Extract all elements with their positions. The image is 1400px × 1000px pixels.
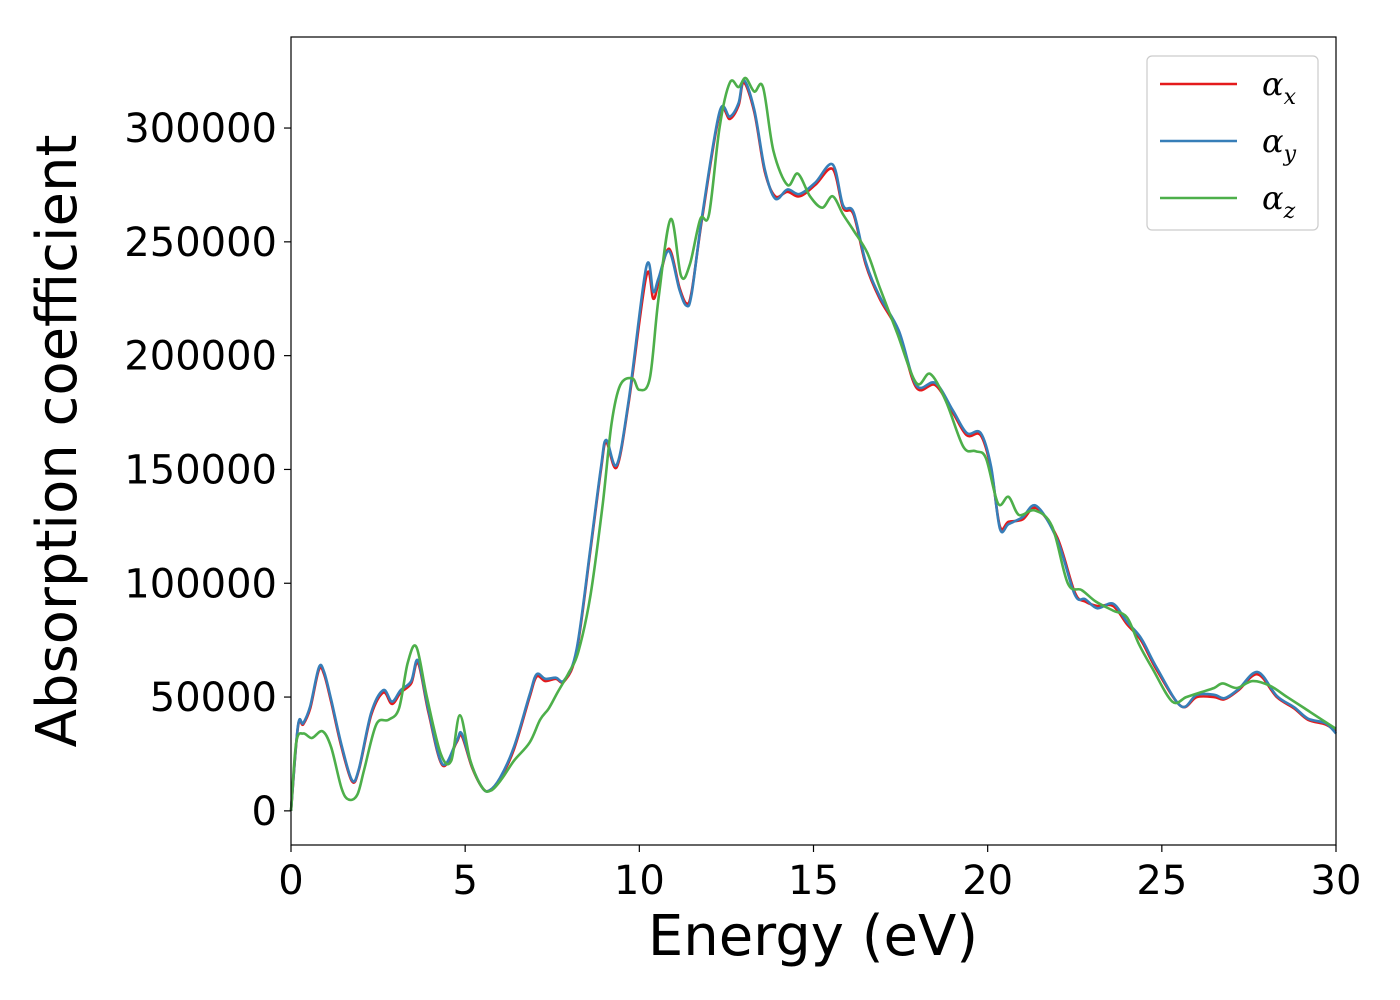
- legend-label-alpha-y: αy: [1262, 122, 1297, 167]
- x-tick-label: 15: [788, 858, 839, 904]
- y-axis-title: Absorption coefficient: [25, 135, 90, 748]
- series-layer: [289, 76, 1337, 812]
- x-tick-label: 20: [962, 858, 1013, 904]
- y-tick-label: 100000: [124, 561, 277, 607]
- series-line-alpha-y: [289, 78, 1337, 812]
- y-axis-ticks: 0 50000 100000 150000 200000 250000 300000: [124, 106, 291, 835]
- x-tick-label: 10: [614, 858, 665, 904]
- x-tick-label: 25: [1136, 858, 1187, 904]
- series-line-alpha-z: [289, 76, 1337, 812]
- legend-label-alpha-x: αx: [1262, 65, 1297, 110]
- legend-box: [1146, 55, 1319, 231]
- x-tick-label: 0: [278, 858, 303, 904]
- x-tick-label: 5: [452, 858, 477, 904]
- x-axis-title: Energy (eV): [648, 904, 978, 969]
- y-tick-label: 250000: [124, 220, 277, 266]
- y-tick-label: 200000: [124, 334, 277, 380]
- y-tick-label: 0: [252, 789, 277, 835]
- legend: αx αy αz: [1146, 55, 1319, 231]
- legend-entries: αx αy αz: [1160, 65, 1297, 224]
- legend-label-alpha-z: αz: [1262, 179, 1296, 224]
- x-axis-ticks: 0 5 10 15 20 25 30: [278, 845, 1361, 904]
- x-tick-label: 30: [1311, 858, 1362, 904]
- y-tick-label: 300000: [124, 106, 277, 152]
- y-tick-label: 150000: [124, 447, 277, 493]
- y-tick-label: 50000: [150, 675, 277, 721]
